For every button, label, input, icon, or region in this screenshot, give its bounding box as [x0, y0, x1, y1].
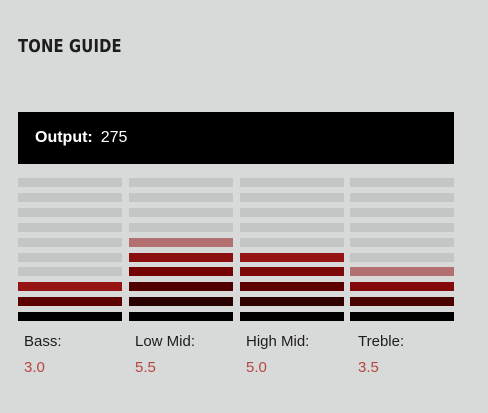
meter-segment	[129, 252, 233, 262]
meter-segment	[240, 252, 344, 262]
meter-segment	[350, 297, 454, 307]
meter-segment	[129, 312, 233, 322]
meter-segment	[240, 192, 344, 202]
meter-segment	[240, 207, 344, 217]
meter-segment	[240, 267, 344, 277]
meter-segment	[350, 252, 454, 262]
band-label-high-mid: High Mid:	[246, 333, 310, 350]
meter-segment	[350, 312, 454, 322]
meter-low-mid	[129, 178, 233, 324]
output-bar: Output: 275	[18, 112, 454, 164]
meter-segment	[18, 207, 122, 217]
meter-segment	[129, 207, 233, 217]
band-value-low-mid: 5.5	[135, 359, 156, 376]
meter-segment	[240, 282, 344, 292]
band-value-treble: 3.5	[358, 359, 379, 376]
meter-segment	[240, 178, 344, 187]
meter-segment	[129, 282, 233, 292]
meter-segment	[350, 178, 454, 187]
band-value-bass: 3.0	[24, 359, 45, 376]
meter-bass	[18, 178, 122, 324]
meter-segment	[350, 237, 454, 247]
meter-segment	[129, 178, 233, 187]
meter-high-mid	[240, 178, 344, 324]
meter-segment	[350, 267, 454, 277]
meter-segment	[18, 297, 122, 307]
band-value-high-mid: 5.0	[246, 359, 267, 376]
meter-segment	[18, 267, 122, 277]
meter-treble	[350, 178, 454, 324]
band-label-bass: Bass:	[24, 333, 62, 350]
meter-segment	[240, 237, 344, 247]
meter-segment	[240, 312, 344, 322]
band-label-treble: Treble:	[358, 333, 405, 350]
meter-segment	[240, 297, 344, 307]
meter-segment	[129, 192, 233, 202]
meter-segment	[18, 222, 122, 232]
meter-segment	[129, 237, 233, 247]
meter-segment	[350, 282, 454, 292]
meter-segment	[129, 267, 233, 277]
meter-segment	[18, 312, 122, 322]
meter-segment	[18, 192, 122, 202]
meter-segment	[18, 237, 122, 247]
meter-segment	[18, 282, 122, 292]
meter-segment	[350, 192, 454, 202]
tone-meter	[18, 178, 454, 324]
meter-segment	[18, 252, 122, 262]
page-title: TONE GUIDE	[18, 36, 122, 57]
band-label-low-mid: Low Mid:	[135, 333, 196, 350]
meter-segment	[129, 297, 233, 307]
output-value: 275	[100, 129, 128, 146]
meter-segment	[129, 222, 233, 232]
meter-segment	[240, 222, 344, 232]
output-label: Output:	[35, 129, 93, 146]
meter-segment	[350, 207, 454, 217]
meter-segment	[18, 178, 122, 187]
meter-segment	[350, 222, 454, 232]
